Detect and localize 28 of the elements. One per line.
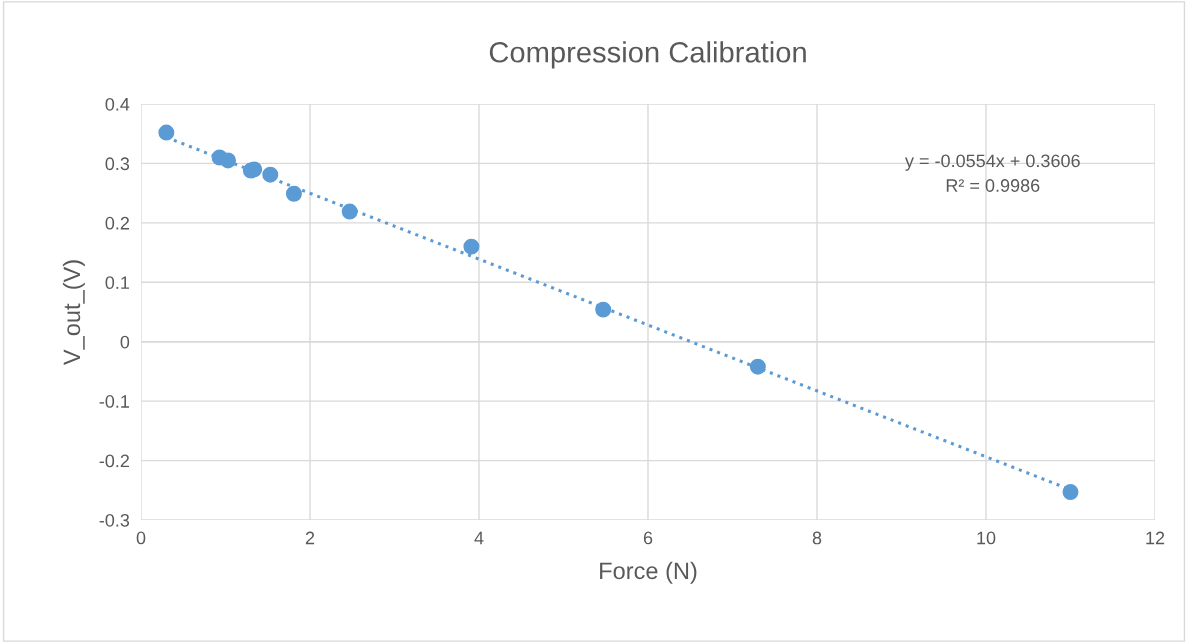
- point: [285, 185, 302, 202]
- y-tick-label: 0.2: [105, 216, 129, 230]
- x-tick-label: 0: [136, 531, 146, 545]
- x-tick-label: 6: [643, 531, 653, 545]
- point: [595, 301, 612, 318]
- point: [749, 358, 766, 375]
- y-tick-label: 0.1: [105, 276, 130, 290]
- point: [1062, 484, 1079, 501]
- y-tick-label: -0.2: [99, 454, 129, 468]
- point: [262, 166, 279, 183]
- chart-title: Compression Calibration: [489, 41, 806, 69]
- point: [341, 203, 358, 220]
- y-axis-title: V_out_(V): [62, 260, 85, 366]
- y-tick-label: 0.3: [105, 157, 130, 171]
- point: [220, 152, 237, 169]
- x-tick-label: 2: [305, 531, 315, 545]
- y-tick-label: -0.1: [99, 395, 130, 408]
- y-tick-label: 0: [120, 335, 130, 349]
- y-tick-label: -0.3: [99, 513, 130, 527]
- annotation: y = -0.0554x + 0.3606 R² = 0.9986: [904, 154, 1080, 192]
- y-tick-label: 0.4: [105, 97, 130, 111]
- x-tick-label: 4: [474, 531, 484, 545]
- point: [463, 238, 480, 255]
- x-tick-label: 10: [977, 531, 996, 545]
- point: [158, 124, 175, 141]
- x-axis-title: Force (N): [600, 561, 697, 584]
- x-tick-label: 8: [812, 531, 822, 545]
- x-tick-label: 12: [1146, 531, 1165, 545]
